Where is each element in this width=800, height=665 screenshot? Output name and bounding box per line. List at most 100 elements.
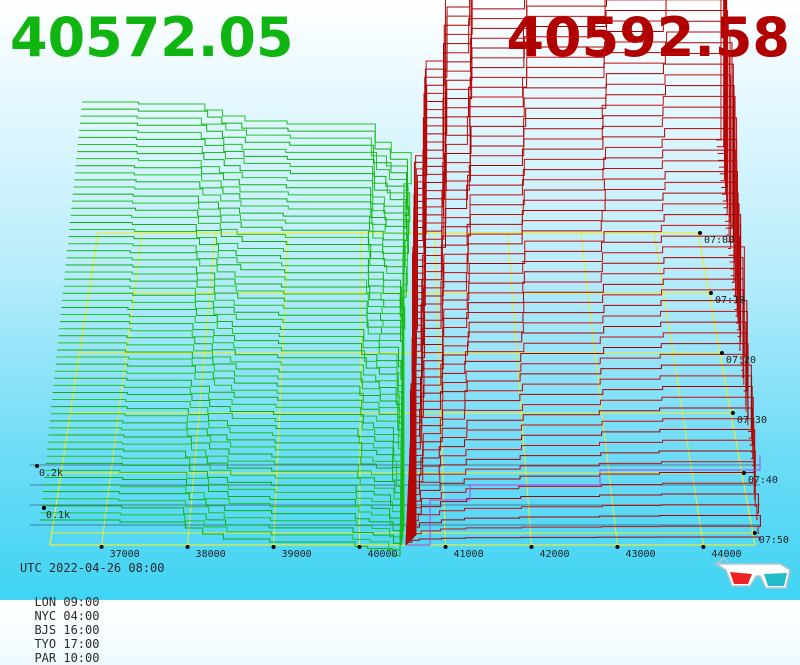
clock-lon: LON 09:00 (34, 595, 100, 609)
price-tick-dot (701, 545, 706, 549)
depth-tick-dot (42, 506, 46, 510)
bid-depth-line (81, 108, 408, 526)
ask-depth-line (407, 407, 754, 543)
ask-depth-line (409, 257, 744, 541)
price-tick-label: 41000 (453, 549, 483, 560)
bid-depth-line (40, 512, 401, 550)
time-tick-label: 07:40 (748, 475, 778, 486)
price-tick-dot (443, 545, 448, 549)
time-tick-label: 07:20 (726, 355, 756, 366)
3d-glasses-icon[interactable] (714, 556, 794, 592)
ask-depth-line (409, 289, 745, 542)
bid-depth-line (40, 519, 401, 557)
ask-depth-line (408, 343, 749, 542)
ask-depth-line (410, 192, 739, 540)
timezone-clocks: LON 09:00 NYC 04:00 BJS 16:00 TYO 17:00 … (20, 581, 125, 665)
bid-depth-line (42, 491, 401, 545)
ask-depth-line (411, 149, 736, 539)
cyan-lens (764, 573, 787, 586)
time-tick-dot (741, 471, 746, 475)
bid-depth-line (58, 335, 403, 542)
ask-depth-line (415, 0, 725, 536)
bid-depth-line (73, 186, 408, 532)
bid-depth-line (56, 356, 403, 544)
ask-depth-line (406, 482, 757, 545)
ask-depth-line (415, 0, 722, 535)
ask-depth-line-latest (405, 455, 761, 546)
bid-depth-line (82, 101, 412, 525)
bid-depth-line (63, 285, 403, 539)
ask-depth-line (409, 278, 744, 541)
bid-depth-line (49, 420, 402, 545)
ask-depth-line (410, 214, 742, 540)
depth-chart: 37000 38000 39000 40000 41000 42000 43000 44000… (30, 0, 789, 560)
bid-depth-line (77, 144, 411, 529)
bid-depth-line (57, 349, 403, 543)
ask-depth-line (406, 461, 755, 544)
bid-depth-line (65, 264, 406, 537)
ask-depth-line (408, 353, 749, 543)
ask-depth-line (412, 117, 738, 539)
ask-depth-line (408, 321, 747, 542)
ask-depth-line (405, 536, 760, 545)
bid-depth-line (47, 448, 402, 545)
time-tick-label: 07:00 (704, 235, 734, 246)
bid-depth-line (53, 384, 402, 545)
bid-depth-line (75, 165, 408, 530)
ask-depth-series (405, 0, 761, 546)
bid-depth-line (43, 484, 401, 545)
clock-tyo: TYO 17:00 (34, 637, 100, 651)
price-tick-dot (99, 545, 104, 549)
bid-depth-line (77, 151, 407, 529)
price-tick-label: 44000 (711, 549, 741, 560)
ask-depth-line (412, 95, 736, 539)
price-tick-dot (615, 545, 620, 549)
time-tick-dot (698, 231, 702, 235)
depth-tick-dot (35, 464, 39, 468)
bid-depth-line (68, 236, 404, 535)
ask-depth-line (413, 0, 725, 536)
bid-depth-line (71, 207, 405, 533)
ask-depth-line (412, 74, 732, 538)
time-tick-label: 07:30 (737, 415, 767, 426)
bid-depth-line (62, 292, 405, 539)
ask-depth-line (405, 515, 761, 545)
utc-timestamp: UTC 2022-04-26 08:00 (20, 561, 165, 575)
red-lens (730, 572, 752, 584)
price-tick-label: 38000 (196, 549, 226, 560)
ask-depth-line (407, 418, 755, 544)
bid-depth-line (44, 469, 401, 545)
ask-depth-line (412, 52, 730, 538)
clock-nyc: NYC 04:00 (34, 609, 100, 623)
bid-depth-line (72, 193, 406, 532)
bid-depth-line (61, 306, 403, 540)
price-tick-label: 37000 (110, 549, 140, 560)
bid-price: 40572.05 (10, 6, 294, 69)
ask-depth-line (405, 525, 760, 545)
bid-depth-line (45, 462, 402, 545)
bid-depth-line (46, 455, 402, 545)
ask-depth-line (411, 138, 738, 539)
bid-depth-line (64, 271, 403, 538)
bid-depth-line (42, 498, 401, 545)
bid-depth-line (50, 413, 402, 545)
bid-depth-series (40, 101, 412, 557)
price-tick-dot (185, 545, 190, 549)
price-tick-dot (271, 545, 276, 549)
bid-depth-line (78, 136, 409, 528)
price-gridline (653, 232, 704, 546)
bid-depth-line (69, 221, 408, 534)
depth-tick-label: 0.1k (46, 510, 70, 521)
price-gridline (580, 232, 618, 546)
bid-depth-line (60, 314, 403, 541)
price-tick-label: 43000 (625, 549, 655, 560)
price-tick-dot (357, 545, 362, 549)
clock-bjs: BJS 16:00 (34, 623, 100, 637)
bid-depth-line (44, 476, 401, 545)
bid-depth-line (55, 363, 402, 544)
ask-depth-line (413, 9, 728, 537)
time-tick-dot (730, 411, 735, 415)
bid-depth-line (52, 391, 402, 545)
bid-depth-line (47, 441, 402, 545)
time-tick-label: 07:10 (715, 295, 745, 306)
